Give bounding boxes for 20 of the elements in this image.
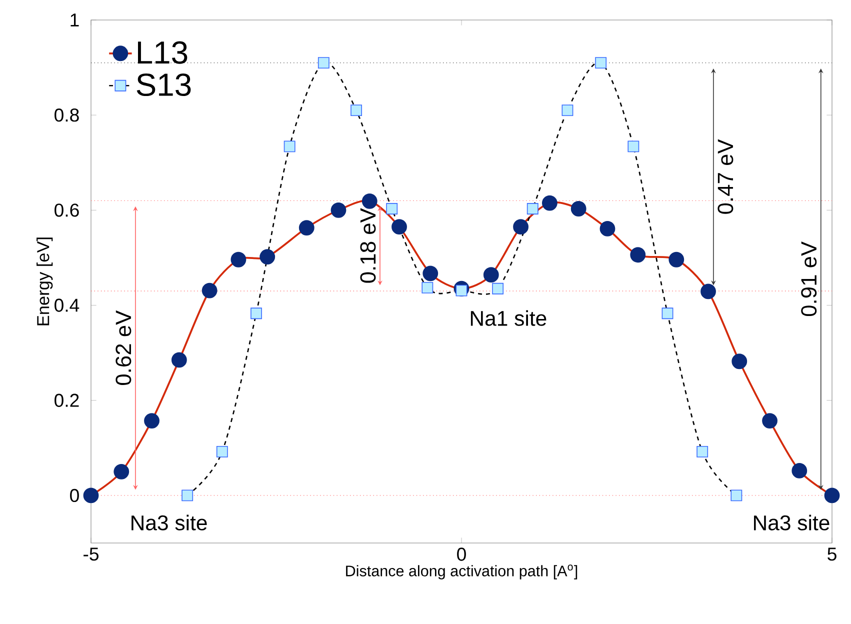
y-axis-title: Energy [eV] (36, 238, 53, 326)
y-tick-label: 1 (70, 14, 79, 26)
y-tick-label: 0 (70, 488, 79, 502)
annotation: 0.47 eV (718, 139, 734, 214)
y-tick-label: 0.4 (54, 298, 80, 312)
annotation: Na3 site (754, 514, 830, 530)
annotation: Na3 site (132, 514, 207, 530)
annotation: 0.91 eV (801, 241, 817, 316)
x-tick-label: 0 (457, 548, 466, 561)
annotation: 0.18 eV (360, 208, 376, 283)
x-tick-label: 5 (828, 548, 836, 561)
legend-label: S13 (136, 74, 191, 96)
y-tick-label: 0.2 (54, 394, 79, 407)
x-axis-title: Distance along activation path [A$^{o}$] (346, 564, 578, 580)
legend-label: L13 (138, 41, 188, 64)
y-tick-label: 0.8 (54, 108, 79, 122)
y-tick-label: 0.6 (54, 204, 79, 217)
annotation: Na1 site (470, 310, 546, 326)
annotation: 0.62 eV (116, 310, 132, 385)
x-tick-label: -5 (84, 548, 98, 561)
